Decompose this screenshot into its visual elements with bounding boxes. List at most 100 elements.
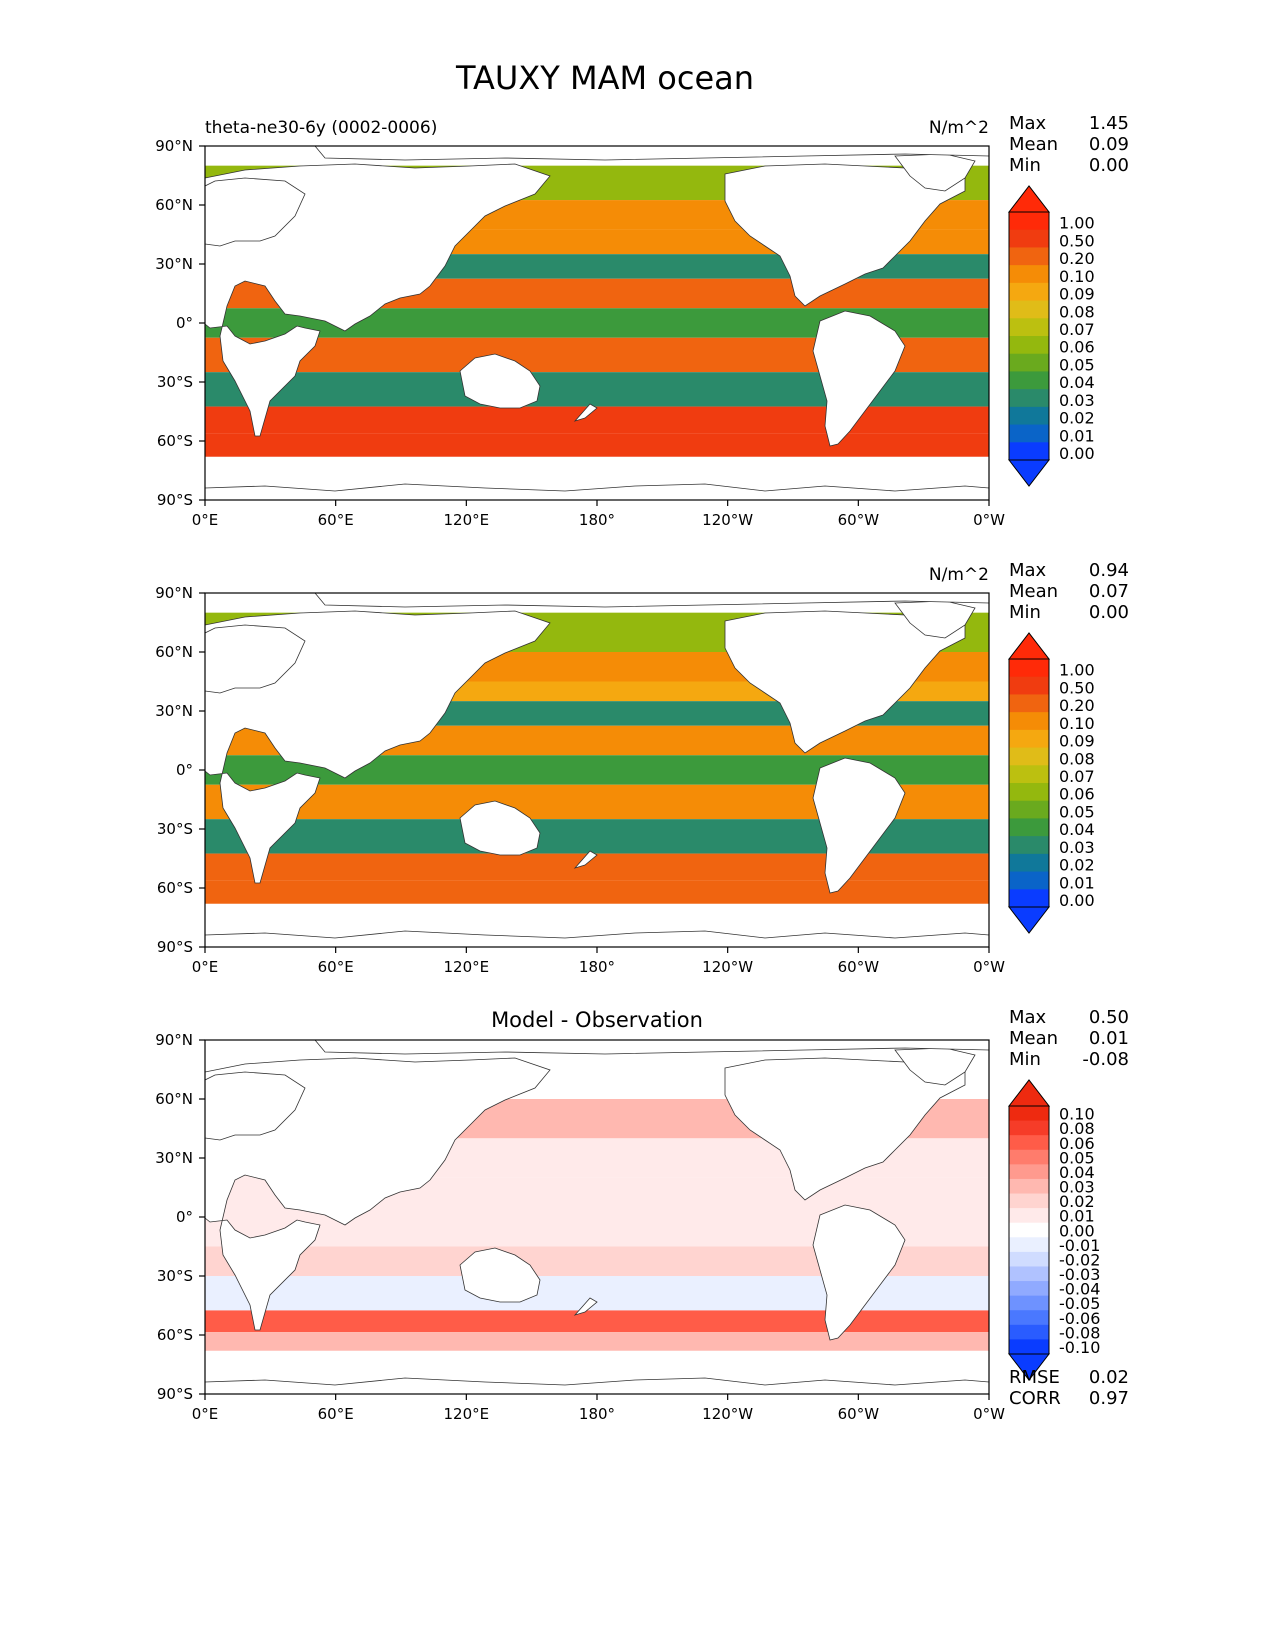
colorbar-label: 0.03 (1059, 1178, 1095, 1197)
x-tick-label: 0°W (973, 958, 1005, 976)
colorbar-label: 0.09 (1059, 732, 1095, 751)
colorbar-label: 0.20 (1059, 696, 1095, 715)
stat-label: Min (1009, 1049, 1041, 1070)
colorbar-segment (1009, 1339, 1049, 1355)
x-tick-label: 60°E (318, 958, 354, 976)
y-tick-label: 60°S (157, 432, 193, 450)
stat-value: 0.94 (1089, 560, 1129, 581)
stat-label: Max (1009, 1007, 1047, 1028)
colorbar-extend-min (1007, 459, 1051, 487)
panel-units: N/m^2 (929, 565, 989, 585)
colorbar-label: -0.08 (1059, 1323, 1100, 1342)
colorbar-label: -0.10 (1059, 1338, 1100, 1357)
colorbar-segment (1009, 212, 1049, 231)
colorbar-label: 0.08 (1059, 1119, 1095, 1138)
colorbar-label: 0.07 (1059, 767, 1095, 786)
colorbar-label: 0.50 (1059, 231, 1095, 250)
stat-label: Mean (1009, 1028, 1058, 1049)
y-tick-label: 90°S (157, 1385, 193, 1403)
colorbar-segment (1009, 676, 1049, 695)
colorbar-segment (1009, 336, 1049, 355)
colorbar-segment (1009, 1208, 1049, 1224)
x-tick-label: 120°E (444, 958, 490, 976)
x-tick-label: 60°W (838, 958, 880, 976)
colorbar-frame (1008, 211, 1050, 461)
colorbar-label: 0.02 (1059, 1192, 1095, 1211)
colorbar-segment (1009, 1135, 1049, 1151)
y-tick-label: 0° (176, 761, 193, 779)
colorbar-label: 0.00 (1059, 891, 1095, 910)
colorbar-extend-max (1007, 1079, 1051, 1107)
stat-label: Max (1009, 560, 1047, 581)
colorbar-label: 0.03 (1059, 838, 1095, 857)
y-tick-label: 30°S (157, 373, 193, 391)
x-tick-label: 60°E (318, 511, 354, 529)
y-tick-label: 30°N (155, 255, 193, 273)
y-tick-label: 90°N (155, 1031, 193, 1049)
colorbar-label: -0.03 (1059, 1265, 1100, 1284)
colorbar-segment (1009, 1222, 1049, 1238)
colorbar-segment (1009, 1251, 1049, 1267)
stat-label: Min (1009, 155, 1041, 176)
stat-label: Min (1009, 602, 1041, 623)
map-panel-2: N/m^2 0°E 60°E 120°E 180° 120°W 60°W 0°W 90°N 60… (155, 565, 1005, 976)
stat-value: 0.00 (1089, 155, 1129, 176)
colorbar-segment (1009, 300, 1049, 319)
colorbar-label: 0.04 (1059, 820, 1095, 839)
stat-value: -0.08 (1082, 1049, 1129, 1070)
colorbar-segment (1009, 1281, 1049, 1297)
y-tick-label: 90°S (157, 938, 193, 956)
colorbar-label: 0.08 (1059, 749, 1095, 768)
colorbar-segment (1009, 712, 1049, 731)
x-tick-label: 180° (579, 1405, 615, 1423)
colorbar-segment (1009, 353, 1049, 372)
x-tick-label: 0°W (973, 511, 1005, 529)
y-tick-label: 60°N (155, 1090, 193, 1108)
y-tick-label: 60°N (155, 196, 193, 214)
colorbar-segment (1009, 1120, 1049, 1136)
colorbar-label: 0.20 (1059, 249, 1095, 268)
y-tick-label: 90°N (155, 137, 193, 155)
colorbar-frame (1008, 658, 1050, 908)
colorbar-label: 0.06 (1059, 785, 1095, 804)
colorbar-segment (1009, 818, 1049, 837)
colorbar-segment (1009, 265, 1049, 284)
stat-label: Max (1009, 113, 1047, 134)
y-tick-label: 60°S (157, 879, 193, 897)
y-tick-label: 0° (176, 1208, 193, 1226)
field-band (205, 1310, 989, 1333)
colorbar-label: 0.01 (1059, 426, 1095, 445)
x-tick-label: 0°W (973, 1405, 1005, 1423)
x-tick-label: 120°E (444, 511, 490, 529)
x-tick-label: 180° (579, 511, 615, 529)
colorbar-label: 0.06 (1059, 1134, 1095, 1153)
x-tick-label: 0°E (192, 958, 219, 976)
colorbar-segment (1009, 694, 1049, 713)
colorbar-label: 0.50 (1059, 678, 1095, 697)
x-tick-label: 60°E (318, 1405, 354, 1423)
field-band (205, 406, 989, 434)
field-band (205, 853, 989, 881)
stat-value: 1.45 (1089, 113, 1129, 134)
colorbar-segment (1009, 406, 1049, 426)
x-tick-label: 180° (579, 958, 615, 976)
field-band (205, 1332, 989, 1351)
colorbar-segment (1009, 229, 1049, 248)
figure-title: TAUXY MAM ocean (455, 59, 754, 97)
colorbar-label: 0.03 (1059, 391, 1095, 410)
colorbar-label: 0.05 (1059, 802, 1095, 821)
side-panel-3: Max 0.50 Mean 0.01 Min -0.08 0.100.080.060.05… (1007, 1007, 1129, 1409)
colorbar-segment (1009, 1237, 1049, 1253)
panel-units: N/m^2 (929, 118, 989, 138)
x-tick-label: 0°E (192, 511, 219, 529)
field-band (205, 880, 989, 904)
colorbar-segment (1009, 1193, 1049, 1209)
colorbar-label: 0.01 (1059, 873, 1095, 892)
colorbar-label: -0.06 (1059, 1309, 1100, 1328)
colorbar-label: 0.10 (1059, 1105, 1095, 1124)
stat-value: 0.01 (1089, 1028, 1129, 1049)
colorbar-extend-max (1007, 632, 1051, 660)
colorbar-label: 0.10 (1059, 714, 1095, 733)
y-tick-label: 30°N (155, 1149, 193, 1167)
